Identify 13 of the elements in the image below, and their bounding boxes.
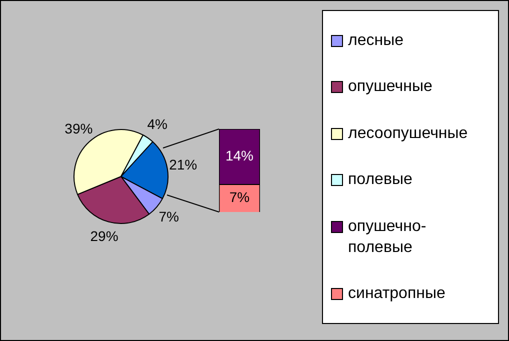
data-label: 4% — [147, 116, 168, 132]
data-label: 14% — [225, 148, 254, 164]
legend-label: лесные — [348, 30, 404, 51]
legend-label: лесоопушечные — [348, 124, 469, 144]
legend-label: полевые — [348, 170, 414, 190]
data-label: 7% — [229, 189, 250, 206]
legend-label: опушечные — [348, 77, 434, 98]
legend-label: синатропные — [348, 284, 446, 304]
data-label: 21% — [169, 156, 198, 173]
text: опушечно-полевые — [348, 216, 428, 258]
data-label: 39% — [64, 120, 93, 137]
data-label: 29% — [90, 228, 118, 244]
data-label: 7% — [158, 208, 179, 224]
